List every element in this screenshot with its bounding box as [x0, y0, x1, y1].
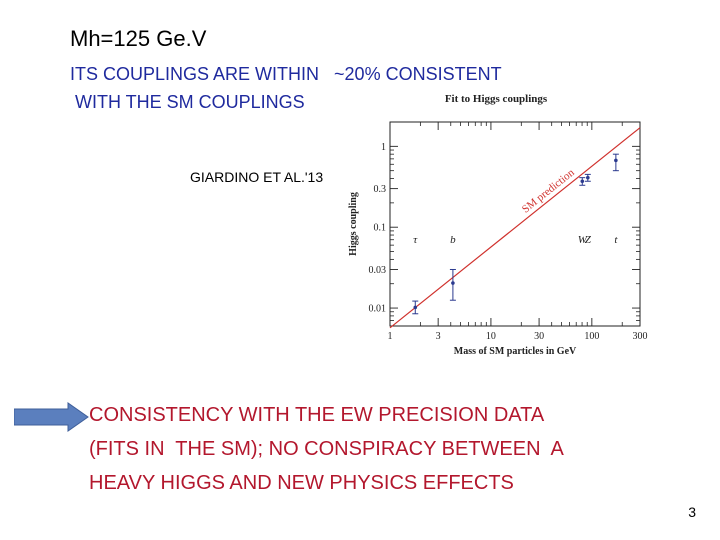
data-point-W — [579, 177, 586, 186]
data-point-Z — [584, 173, 591, 182]
y-tick-label: 0.1 — [374, 223, 387, 234]
data-marker — [451, 281, 455, 285]
axis-ticks — [389, 122, 641, 326]
reference-label: GIARDINO ET AL.'13 — [190, 169, 324, 185]
conclusion-line-2: (FITS IN THE SM); NO CONSPIRACY BETWEEN … — [89, 438, 564, 460]
x-tick-label: 30 — [534, 331, 544, 342]
data-point-t — [612, 153, 619, 172]
particle-label-b: b — [450, 234, 456, 246]
plot-frame — [389, 121, 641, 327]
particle-label-W: W — [578, 234, 588, 246]
conclusion-line-3: HEAVY HIGGS AND NEW PHYSICS EFFECTS — [89, 472, 514, 494]
data-marker — [586, 175, 590, 180]
conclusion-text: CONSISTENCY WITH THE EW PRECISION DATA (… — [89, 398, 564, 500]
data-points — [412, 153, 619, 315]
data-marker — [580, 179, 585, 184]
page-number: 3 — [688, 504, 696, 520]
x-tick-label: 3 — [436, 331, 441, 342]
data-marker — [413, 305, 418, 310]
particle-label-t: t — [614, 234, 618, 246]
particle-label-Z: Z — [585, 234, 592, 246]
subtitle-line-1: ITS COUPLINGS ARE WITHIN ~20% CONSISTENT — [70, 64, 502, 84]
data-marker — [614, 158, 618, 163]
data-point-b — [449, 268, 456, 301]
sm-prediction-line — [389, 127, 641, 329]
chart-title: Fit to Higgs couplings — [445, 93, 548, 105]
higgs-coupling-chart: Fit to Higgs couplings 1 3 10 30 100 300 0.01 0… — [348, 93, 648, 357]
right-arrow-icon — [14, 402, 89, 432]
x-tick-label: 300 — [633, 331, 648, 342]
data-point-τ — [412, 300, 419, 315]
y-axis-label: Higgs coupling — [348, 192, 359, 256]
slide-title: Mh=125 Ge.V — [70, 26, 207, 51]
y-tick-label: 0.01 — [369, 304, 387, 315]
x-axis-label: Mass of SM particles in GeV — [454, 346, 577, 357]
y-tick-label: 0.03 — [369, 265, 387, 276]
y-tick-label: 0.3 — [374, 184, 387, 195]
y-tick-label: 1 — [381, 142, 386, 153]
conclusion-line-1: CONSISTENCY WITH THE EW PRECISION DATA — [89, 404, 545, 426]
x-tick-label: 100 — [584, 331, 599, 342]
x-tick-label: 10 — [486, 331, 496, 342]
axis-tick-labels: 1 3 10 30 100 300 0.01 0.03 0.1 0.3 1 — [369, 142, 648, 342]
particle-labels: τ b WZ t — [413, 234, 618, 246]
particle-label-τ: τ — [413, 234, 418, 246]
sm-prediction-label: SM prediction — [520, 166, 577, 215]
slide-subtitle: ITS COUPLINGS ARE WITHIN ~20% CONSISTENT… — [70, 60, 502, 116]
subtitle-line-2: WITH THE SM COUPLINGS — [70, 92, 305, 112]
x-tick-label: 1 — [388, 331, 393, 342]
